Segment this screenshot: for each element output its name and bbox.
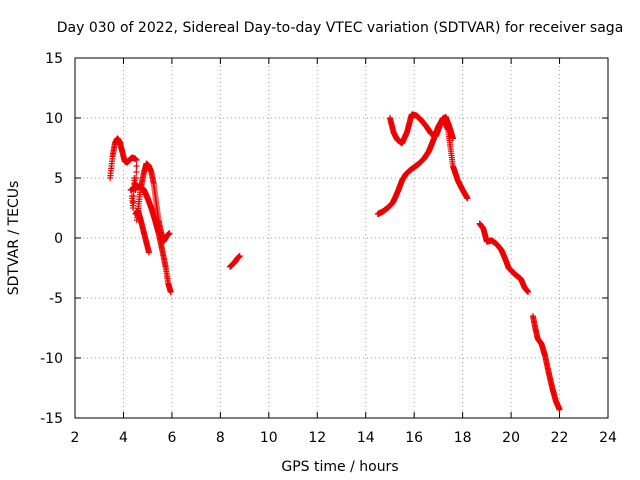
data-marker xyxy=(133,163,140,169)
y-tick-label: 5 xyxy=(54,171,63,187)
data-point xyxy=(166,230,173,237)
data-point xyxy=(464,195,471,202)
data-points xyxy=(107,111,563,413)
data-point xyxy=(132,155,139,162)
x-tick-label: 16 xyxy=(405,430,423,446)
data-point xyxy=(167,289,174,295)
plot-frame xyxy=(74,57,609,419)
x-tick-label: 6 xyxy=(167,430,176,446)
x-axis-label: GPS time / hours xyxy=(281,459,398,475)
x-tick-label: 24 xyxy=(599,430,617,446)
data-point xyxy=(525,289,532,295)
x-tick-label: 2 xyxy=(71,430,80,446)
x-tick-label: 12 xyxy=(308,430,326,446)
y-tick-label: -5 xyxy=(49,291,63,307)
data-point xyxy=(132,187,139,193)
grid-layer xyxy=(75,58,608,418)
data-marker xyxy=(133,175,140,181)
y-tick-label: 15 xyxy=(45,51,63,67)
x-tick-label: 10 xyxy=(260,430,278,446)
y-tick-label: -15 xyxy=(40,411,63,427)
data-point xyxy=(145,249,152,256)
data-point xyxy=(556,406,563,413)
data-marker xyxy=(130,199,137,205)
data-point xyxy=(133,157,140,163)
x-tick-label: 18 xyxy=(454,430,472,446)
y-axis-label: SDTVAR / TECUs xyxy=(6,181,22,296)
x-tick-label: 14 xyxy=(357,430,375,446)
y-tick-label: 10 xyxy=(45,111,63,127)
data-point xyxy=(130,205,137,211)
x-tick-label: 8 xyxy=(216,430,225,446)
data-marker xyxy=(133,169,140,175)
data-point xyxy=(236,253,243,259)
chart-title: Day 030 of 2022, Sidereal Day-to-day VTE… xyxy=(57,20,624,36)
data-point xyxy=(449,135,456,142)
data-marker xyxy=(130,193,137,199)
y-tick-label: 0 xyxy=(54,231,63,247)
x-tick-label: 20 xyxy=(502,430,520,446)
x-tick-label: 22 xyxy=(551,430,569,446)
x-tick-label: 4 xyxy=(119,430,128,446)
y-tick-label: -10 xyxy=(40,351,63,367)
data-marker xyxy=(132,181,139,187)
